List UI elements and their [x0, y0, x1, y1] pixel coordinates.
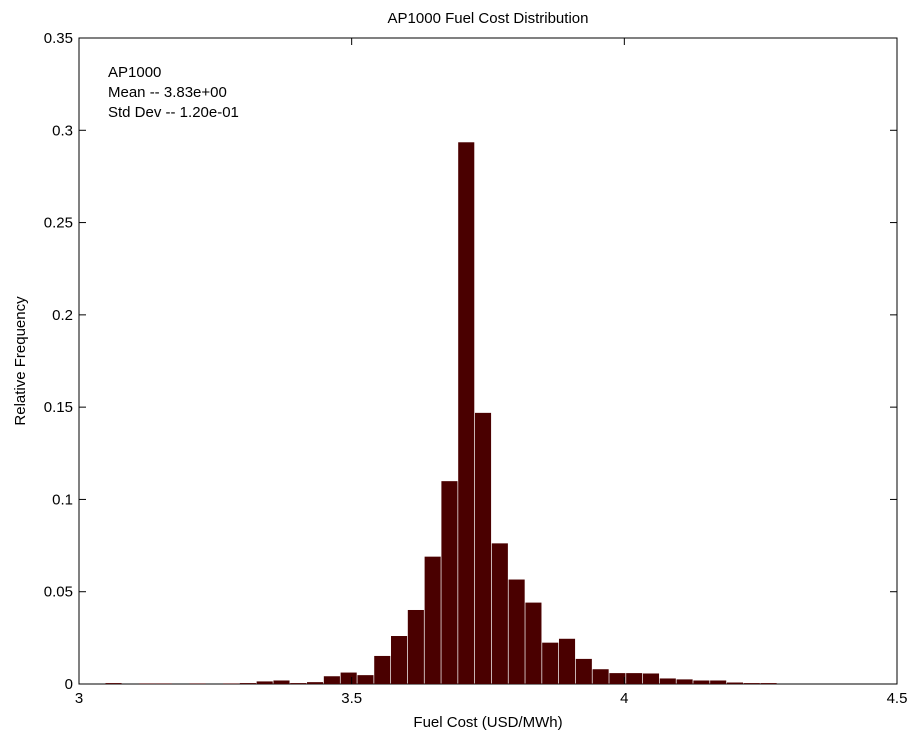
annotation-std-dev: Std Dev -- 1.20e-01: [108, 104, 239, 121]
bar: [189, 683, 206, 685]
x-tick-label: 3: [75, 690, 83, 707]
bar: [642, 673, 660, 684]
y-tick-label: 0.05: [44, 584, 73, 601]
y-tick-label: 0.1: [52, 491, 73, 508]
bar: [223, 683, 240, 685]
bar: [525, 602, 542, 684]
bar: [760, 683, 777, 684]
bar-series: [105, 142, 777, 685]
x-tick-label: 4: [620, 690, 628, 707]
y-tick-label: 0.15: [44, 399, 73, 416]
bar: [474, 412, 492, 684]
bar: [391, 636, 408, 684]
bar: [508, 579, 525, 684]
y-axis-label: Relative Frequency: [12, 296, 29, 426]
bar: [340, 672, 357, 684]
bar: [575, 658, 592, 684]
bar: [273, 680, 290, 684]
bar: [290, 683, 307, 684]
bar: [542, 642, 559, 684]
annotation-mean: Mean -- 3.83e+00: [108, 84, 227, 101]
bar: [139, 683, 156, 685]
y-tick-label: 0: [65, 676, 73, 693]
axis-ticks: [78, 37, 898, 685]
bar: [726, 682, 744, 684]
y-tick-label: 0.3: [52, 122, 73, 139]
bar: [693, 680, 710, 684]
bar: [307, 682, 324, 684]
annotation-model: AP1000: [108, 64, 161, 81]
bar: [155, 683, 172, 685]
bar: [609, 673, 626, 684]
x-axis-label: Fuel Cost (USD/MWh): [413, 714, 562, 731]
bar: [626, 673, 643, 684]
bar: [743, 683, 760, 684]
y-tick-label: 0.35: [44, 30, 73, 47]
y-tick-label: 0.2: [52, 307, 73, 324]
x-tick-label: 3.5: [341, 690, 362, 707]
bar: [407, 609, 424, 684]
bar: [710, 680, 727, 684]
y-tick-label: 0.25: [44, 215, 73, 232]
bar: [458, 142, 475, 684]
bar: [592, 669, 609, 684]
bar: [239, 683, 256, 684]
x-tick-label: 4.5: [887, 690, 908, 707]
bar: [256, 681, 273, 684]
bar: [676, 679, 693, 684]
bar: [357, 675, 374, 684]
x-tick-labels: 3 3.5 4 4.5: [75, 690, 908, 707]
bar: [424, 556, 441, 684]
bar: [558, 638, 576, 684]
bar: [323, 676, 340, 684]
chart-title: AP1000 Fuel Cost Distribution: [388, 10, 589, 27]
bar: [105, 683, 122, 684]
bar: [659, 678, 676, 684]
bar: [374, 655, 391, 684]
bar: [491, 543, 508, 684]
y-tick-labels: 0 0.05 0.1 0.15 0.2 0.25 0.3 0.35: [44, 30, 73, 693]
bar: [441, 481, 458, 684]
